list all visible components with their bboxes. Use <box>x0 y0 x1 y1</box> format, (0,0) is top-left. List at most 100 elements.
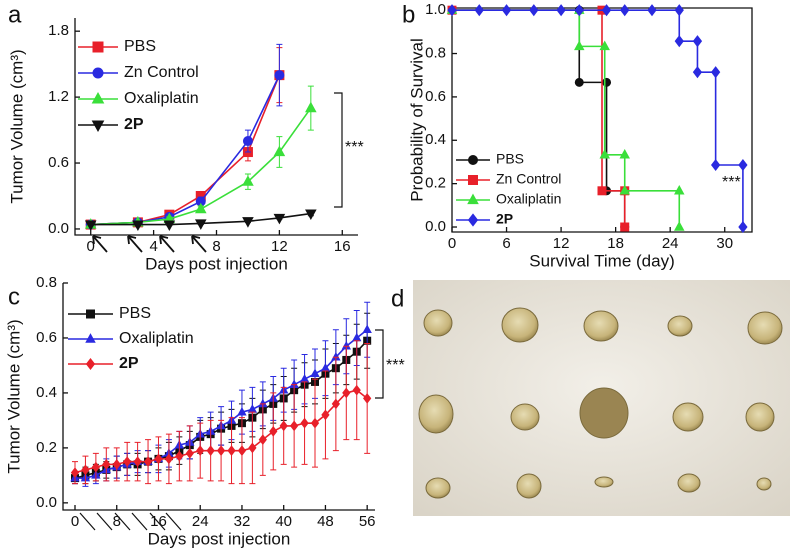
x-axis-title: Survival Time (day) <box>529 251 674 270</box>
marker <box>692 35 703 48</box>
marker <box>196 445 205 457</box>
marker <box>206 445 215 457</box>
panel-label: a <box>8 1 22 28</box>
injection-mark <box>79 512 96 531</box>
injection-mark <box>114 512 131 531</box>
tumor <box>510 403 540 431</box>
series <box>84 209 317 231</box>
x-tick-label: 56 <box>359 513 376 530</box>
marker <box>305 209 317 221</box>
marker <box>467 193 479 205</box>
tumor <box>677 473 701 493</box>
marker <box>352 332 362 342</box>
x-tick-label: 8 <box>212 238 220 255</box>
y-tick-label: 0.6 <box>36 329 57 346</box>
x-tick-label: 4 <box>149 238 157 255</box>
marker <box>674 221 685 231</box>
marker <box>619 148 630 159</box>
marker <box>674 184 685 195</box>
x-tick-label: 18 <box>607 235 624 252</box>
injection-arrow <box>159 235 175 253</box>
tumor <box>423 309 453 337</box>
marker <box>300 417 309 429</box>
y-axis-title: Tumor Volume (cm³) <box>7 49 26 203</box>
marker <box>123 456 132 468</box>
y-axis-title: Probability of Survival <box>407 38 426 201</box>
marker <box>599 40 610 51</box>
marker <box>92 67 104 79</box>
marker <box>269 426 278 437</box>
y-axis-title: Tumor Volume (cm³) <box>4 319 23 473</box>
marker <box>529 4 539 17</box>
x-tick-label: 0 <box>87 238 95 255</box>
tumor <box>667 315 693 337</box>
marker <box>738 220 748 234</box>
marker <box>647 4 657 17</box>
x-tick-label: 32 <box>234 513 251 530</box>
marker <box>273 213 286 225</box>
marker <box>154 453 163 465</box>
marker <box>227 445 236 457</box>
marker <box>242 136 253 147</box>
tumor <box>583 310 619 342</box>
y-tick-label: 0.6 <box>425 88 446 105</box>
x-tick-label: 8 <box>113 513 121 530</box>
marker <box>185 448 194 459</box>
marker <box>102 459 111 470</box>
marker <box>85 333 96 343</box>
legend-label: Oxaliplatin <box>496 191 561 207</box>
marker <box>91 91 105 104</box>
injection-arrow <box>191 235 207 253</box>
marker <box>602 77 612 87</box>
series-line <box>452 9 681 228</box>
marker <box>674 35 684 48</box>
legend-label: Zn Control <box>124 64 199 81</box>
marker <box>620 4 630 17</box>
marker <box>447 4 457 17</box>
tumor <box>756 477 772 491</box>
photo-panel: d <box>391 280 790 516</box>
marker <box>574 77 584 87</box>
marker <box>84 220 97 231</box>
injection-arrow <box>92 235 108 253</box>
marker <box>143 456 153 468</box>
axis-frame <box>74 18 358 236</box>
y-tick-label: 0.6 <box>48 154 69 171</box>
marker <box>274 70 285 81</box>
significance-stars: *** <box>386 357 405 374</box>
marker <box>574 4 584 17</box>
tumor <box>579 387 629 439</box>
marker <box>279 420 288 432</box>
marker <box>599 148 610 159</box>
tumor <box>425 477 451 499</box>
marker <box>362 324 372 334</box>
marker <box>711 158 721 172</box>
legend-label: Zn Control <box>496 171 561 187</box>
injection-mark <box>165 512 182 531</box>
legend-label: 2P <box>119 355 139 372</box>
marker <box>305 101 317 113</box>
y-tick-label: 0.4 <box>36 384 57 401</box>
x-tick-label: 12 <box>271 238 288 255</box>
x-axis-title: Days post injection <box>145 254 288 273</box>
marker <box>242 217 254 228</box>
x-tick-label: 24 <box>662 235 679 252</box>
y-tick-label: 0.2 <box>36 439 57 456</box>
y-tick-label: 0.2 <box>425 175 446 192</box>
x-tick-label: 16 <box>334 238 351 255</box>
y-tick-label: 1.8 <box>48 22 69 39</box>
injection-mark <box>149 512 166 531</box>
marker <box>132 220 144 231</box>
marker <box>237 406 247 416</box>
legend-label: PBS <box>124 38 156 55</box>
panel-label: c <box>8 283 20 310</box>
y-tick-label: 0.0 <box>425 218 446 235</box>
marker <box>258 434 267 446</box>
series <box>84 85 317 229</box>
marker <box>468 175 478 185</box>
legend-label: 2P <box>496 211 513 227</box>
tumor <box>745 402 775 432</box>
tumor <box>418 394 454 434</box>
marker <box>86 309 95 319</box>
